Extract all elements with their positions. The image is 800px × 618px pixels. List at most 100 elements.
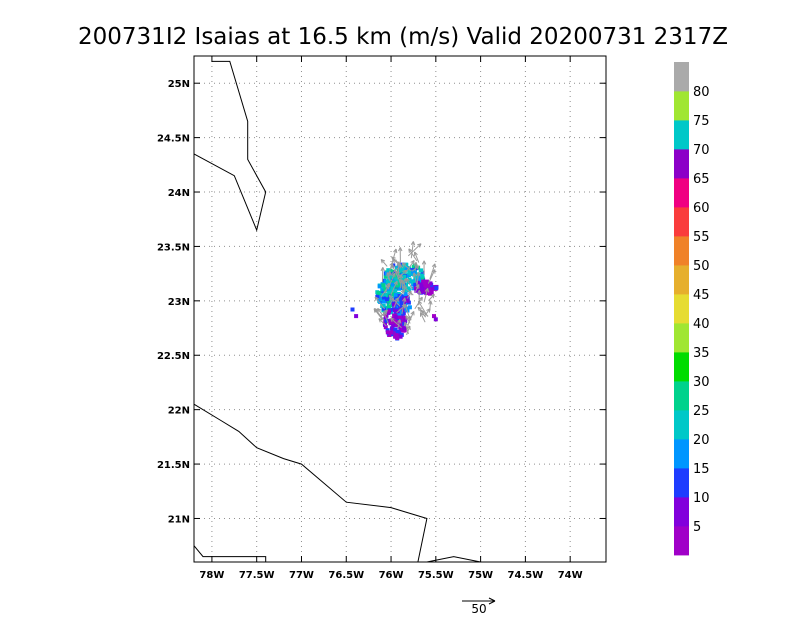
lat-tick-label: 21.5N (157, 460, 190, 471)
wind-vector (417, 300, 429, 317)
wind-vector (389, 262, 394, 271)
wind-vector-head (402, 285, 408, 291)
echo-cell (403, 318, 408, 323)
wind-vector (407, 243, 422, 257)
echo-cell (393, 308, 397, 313)
lat-tick-label: 24.5N (157, 134, 190, 145)
echo-cell (397, 286, 402, 291)
wind-vector (429, 300, 432, 311)
wind-vector (427, 269, 436, 284)
wind-vector-head (388, 294, 394, 300)
lon-tick-label: 75W (468, 570, 493, 581)
reference-vector-label: 50 (471, 602, 486, 616)
wind-vector-head (431, 263, 436, 268)
echo-cell (407, 270, 412, 275)
wind-vector-head (402, 269, 407, 275)
colorbar-label: 40 (693, 317, 710, 332)
echo-cell (395, 336, 400, 340)
wind-vector-head (410, 311, 415, 316)
wind-vector (406, 316, 411, 330)
wind-vector (377, 308, 384, 316)
echo-cell (387, 319, 391, 324)
echo-cell (424, 279, 429, 284)
wind-vector (401, 262, 412, 272)
echo-cell (420, 270, 425, 275)
wind-vector (391, 248, 397, 263)
coastline (193, 403, 428, 563)
wind-vector (420, 312, 426, 323)
wind-vector-head (403, 303, 409, 309)
colorbar-label: 75 (693, 114, 710, 129)
echo-cell (401, 328, 406, 333)
echo-cell (399, 319, 404, 324)
map-panel: 78W 77.5W 77W 76.5W 76W 75.5W 75W 74.5W 74W 21N2… (157, 55, 607, 581)
echo-cell (432, 314, 436, 319)
echo-cell (391, 322, 396, 327)
echo-cell (404, 262, 409, 267)
echo-cell (398, 334, 403, 339)
echo-cell (383, 292, 388, 297)
lon-tick-label: 74W (558, 570, 583, 581)
colorbar-label: 30 (693, 375, 710, 390)
echo-cell (411, 286, 416, 291)
echo-cell (393, 292, 398, 297)
echo-cell (390, 286, 395, 291)
wind-vector-head (407, 290, 412, 296)
echo-cell (434, 286, 439, 291)
wind-vector (384, 282, 390, 294)
echo-cell (407, 305, 412, 310)
echo-cell (383, 287, 388, 292)
wind-vector (404, 321, 409, 335)
colorbar-label: 20 (693, 433, 710, 448)
colorbar-label: 55 (693, 230, 710, 245)
wind-vector (414, 251, 420, 263)
echo-cell (390, 320, 395, 325)
echo-cell (412, 263, 417, 268)
echo-cell (392, 313, 397, 318)
echo-cell (403, 292, 408, 296)
colorbar-swatch (674, 178, 689, 208)
wind-vector (410, 241, 414, 259)
wind-vector (423, 288, 429, 303)
wind-vector-head (402, 297, 407, 302)
lat-tick-label: 23N (168, 297, 190, 308)
echo-cell (389, 330, 394, 335)
wind-vector (397, 261, 400, 280)
wind-vector-head (417, 243, 422, 248)
lon-tick-label: 78W (199, 570, 224, 581)
echo-cell (404, 283, 409, 288)
echo-cell (419, 273, 424, 278)
colorbar-label: 45 (693, 288, 710, 303)
echo-cell (413, 282, 418, 287)
wind-vector-head (402, 278, 407, 283)
wind-vector-head (428, 300, 433, 305)
colorbar-label: 10 (693, 491, 710, 506)
longitude-tick-labels: 78W 77.5W 77W 76.5W 76W 75.5W 75W 74.5W 74W (199, 570, 582, 581)
wind-vector-head (412, 272, 417, 277)
echo-cell (428, 281, 433, 286)
wind-vector-head (380, 267, 385, 272)
wind-vector-head (414, 265, 420, 270)
echo-cell (396, 291, 401, 296)
figure-title: 200731I2 Isaias at 16.5 km (m/s) Valid 2… (78, 24, 728, 50)
wind-vector-head (417, 306, 422, 312)
lon-tick-label: 75.5W (418, 570, 454, 581)
echo-cell (401, 294, 406, 299)
wind-vector-head (431, 269, 436, 274)
echo-cell (394, 315, 399, 320)
echo-cell (395, 283, 400, 288)
wind-vector (374, 308, 385, 321)
echo-cell (381, 283, 386, 288)
wind-vector-head (398, 247, 403, 252)
echo-cell (426, 283, 431, 288)
wind-vector-head (410, 260, 415, 265)
echo-cell (383, 274, 388, 279)
wind-vector-head (405, 315, 410, 320)
wind-vector-head (421, 260, 427, 265)
colorbar-label: 15 (693, 462, 710, 477)
colorbar-swatch (674, 352, 689, 382)
coastline (193, 60, 267, 232)
wind-vector (396, 289, 405, 301)
wind-vector (405, 260, 415, 273)
